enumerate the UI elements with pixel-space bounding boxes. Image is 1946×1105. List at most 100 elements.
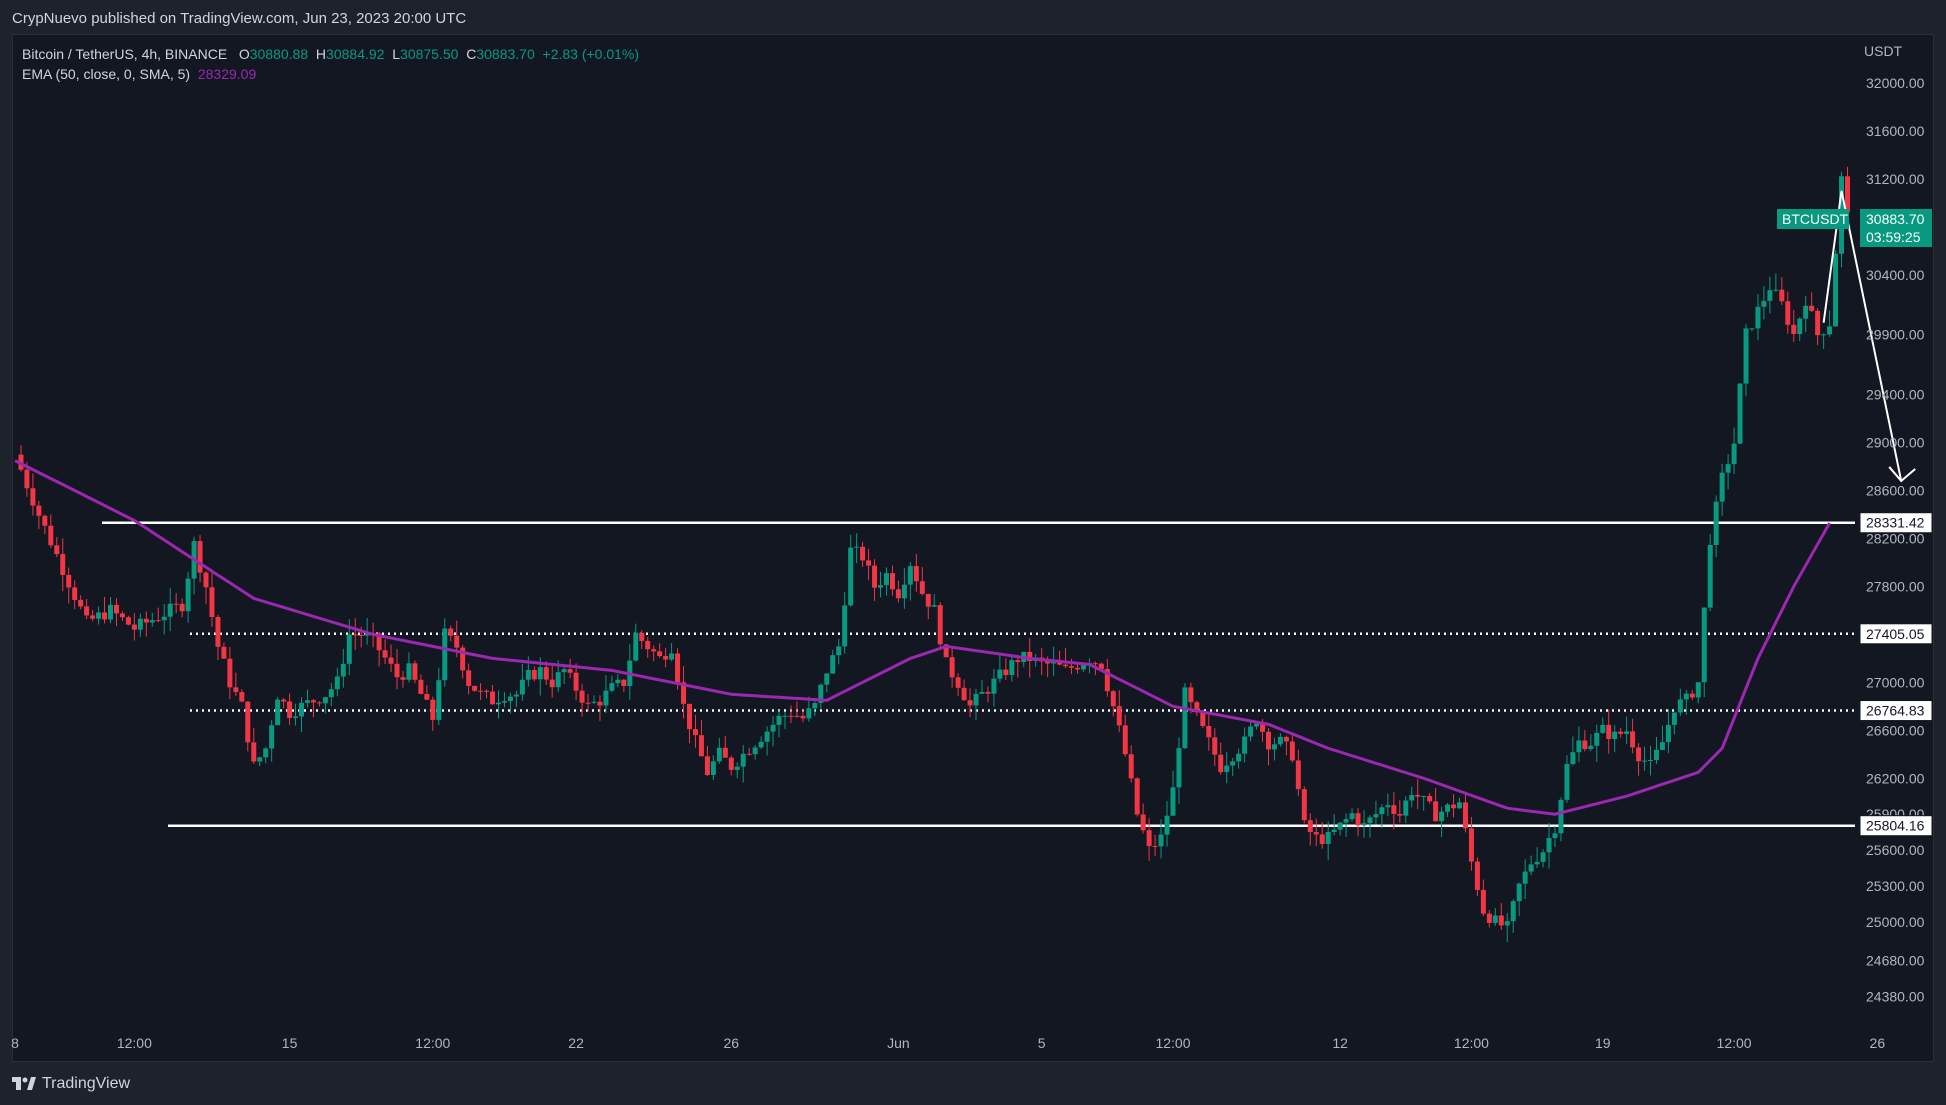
price-axis[interactable]: 32000.00 31600.00 31200.00 30400.00 29900.00… [1864,43,1925,1004]
close-label: C [466,46,477,62]
candle-body [1468,828,1474,862]
candle-body [555,672,561,688]
time-tick-label: 12:00 [415,1035,450,1051]
candle-body [549,679,555,688]
candle-body [782,715,788,717]
candle-body [1367,817,1373,824]
candle-body [1140,814,1146,831]
candle-body [1451,804,1457,809]
candle-body [710,761,716,775]
chart-canvas[interactable]: 32000.00 31600.00 31200.00 30400.00 29900.00… [0,0,1946,1062]
candle-body [1570,752,1576,765]
candle-body [752,747,758,755]
candle-body [698,735,704,757]
candle-body [233,687,239,693]
candle-body [1719,472,1725,502]
candle-body [1009,660,1015,676]
time-axis[interactable]: 8 12:00 15 12:00 22 26 Jun 5 12:00 12 12:00 19 12:00… [11,1035,1946,1051]
candle-body [1200,712,1206,726]
candle-body [1516,883,1522,902]
candle-body [1045,661,1051,664]
tradingview-logo[interactable]: TradingView [12,1075,130,1093]
price-tick-label: 25600.00 [1866,842,1925,858]
candle-body [1510,901,1516,922]
candle-body [854,546,860,548]
candle-body [203,572,209,588]
candle-body [925,593,931,607]
candle-body [1630,731,1636,748]
price-tick-label: 24680.00 [1866,952,1925,968]
candle-body [251,742,257,762]
candle-body [794,715,800,717]
candle-body [1439,811,1445,822]
candle-body [275,699,281,726]
high-label: H [315,46,327,62]
candle-body [484,690,490,692]
candle-body [1671,712,1677,725]
candle-body [36,505,42,516]
candle-body [328,689,334,698]
ema-value: 28329.09 [197,66,257,82]
candle-body [1648,760,1654,762]
candle-body [131,624,137,630]
candle-body [179,603,185,612]
candle-body [137,618,143,630]
candle-body [1098,663,1104,670]
candle-body [1457,802,1463,809]
candle-body [1576,740,1582,753]
candle-body [185,578,191,612]
candle-body [746,753,752,755]
price-tick-label: 32000.00 [1866,75,1925,91]
time-tick-label: 26 [1870,1035,1886,1051]
candle-body [1254,723,1260,727]
candle-body [1636,747,1642,762]
candle-body [1749,328,1755,330]
candle-body [1379,807,1385,815]
ema-label[interactable]: EMA (50, close, 0, SMA, 5) [22,66,191,82]
candle-body [543,667,549,680]
level-price-tag [1859,815,1933,837]
candle-body [997,669,1003,679]
price-tick-label: 31600.00 [1866,123,1925,139]
candle-body [591,701,597,703]
candle-body [281,699,287,702]
candle-body [1230,761,1236,766]
high-value: 30884.92 [326,46,385,62]
candle-body [1701,607,1707,683]
candle-body [346,634,352,664]
horizontal-levels[interactable] [102,521,1855,827]
candle-body [490,691,496,705]
candle-body [1391,805,1397,814]
candle-body [245,701,251,743]
candle-body [686,703,692,730]
price-tick-label: 25000.00 [1866,914,1925,930]
candle-body [466,670,472,686]
candle-body [1844,176,1850,213]
candle-body [1695,682,1701,698]
candles [18,166,1850,942]
candle-body [597,701,603,706]
candle-body [1683,693,1689,700]
candle-body [1773,289,1779,291]
candle-body [531,669,537,680]
candle-body [1122,725,1128,755]
candle-body [1433,801,1439,822]
candle-body [836,646,842,656]
candle-body [197,541,203,573]
candle-body [269,725,275,749]
candle-body [943,644,949,658]
chart-legend: Bitcoin / TetherUS, 4h, BINANCE O30880.8… [22,44,639,84]
candle-body [913,566,919,582]
candle-body [1415,794,1421,797]
candle-body [1522,871,1528,884]
candle-body [1385,805,1391,808]
candle-body [1212,737,1218,755]
symbol-tag-label: BTCUSDT [1782,211,1849,227]
open-label: O [238,46,250,62]
candle-body [478,690,484,692]
price-tags: 28331.42 27405.05 26764.83 25804.16 BTCUSDT 3… [1777,209,1933,837]
candle-body [961,687,967,701]
chart-frame[interactable] [12,34,1934,1062]
candle-body [1445,804,1451,812]
symbol-name[interactable]: Bitcoin / TetherUS, 4h, BINANCE [22,46,228,62]
